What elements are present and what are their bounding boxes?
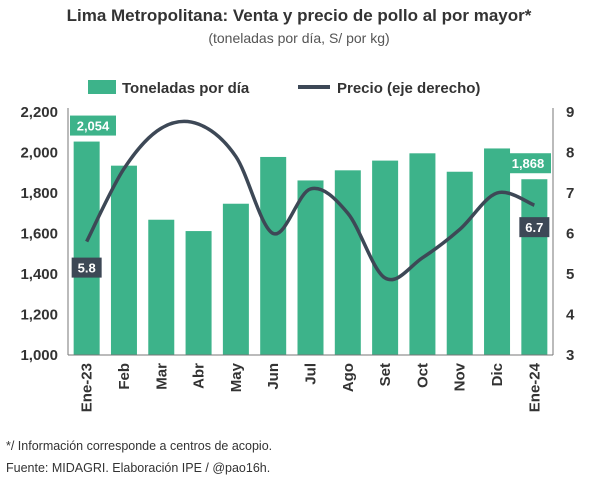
y-right-tick-label: 4 bbox=[566, 307, 575, 324]
bar bbox=[260, 156, 287, 355]
x-tick-label: Abr bbox=[191, 363, 208, 389]
bar bbox=[484, 148, 511, 355]
x-tick-label: Set bbox=[377, 363, 394, 386]
y-right-tick-label: 6 bbox=[566, 226, 574, 243]
footnote: */ Información corresponde a centros de … bbox=[6, 439, 273, 453]
bar bbox=[73, 141, 100, 355]
y-right-tick-label: 3 bbox=[566, 347, 574, 364]
data-label: 5.8 bbox=[78, 261, 96, 276]
data-label-bg bbox=[519, 217, 550, 238]
x-tick-label: Jun bbox=[265, 363, 282, 390]
y-left-tick-label: 2,000 bbox=[20, 145, 58, 162]
x-tick-label: Oct bbox=[414, 363, 431, 388]
data-label: 2,054 bbox=[77, 119, 110, 134]
y-left-tick-label: 1,800 bbox=[20, 185, 58, 202]
bar bbox=[148, 219, 175, 355]
bar bbox=[446, 171, 473, 355]
bar bbox=[409, 153, 436, 355]
y-right-tick-label: 8 bbox=[566, 145, 574, 162]
legend-swatch-bars bbox=[88, 80, 116, 94]
data-label-bg bbox=[70, 115, 116, 136]
x-tick-label: Ene-24 bbox=[526, 362, 543, 412]
y-left-tick-label: 1,400 bbox=[20, 266, 58, 283]
price-line bbox=[85, 119, 536, 282]
x-tick-label: Ago bbox=[340, 363, 357, 392]
y-right-tick-label: 5 bbox=[566, 266, 574, 283]
legend-label-bars: Toneladas por día bbox=[122, 80, 250, 97]
x-tick-label: Dic bbox=[489, 363, 506, 386]
data-label-bg bbox=[71, 257, 102, 278]
y-left-tick-label: 1,200 bbox=[20, 307, 58, 324]
y-left-tick-label: 1,000 bbox=[20, 347, 58, 364]
x-tick-label: Ene-23 bbox=[79, 363, 96, 412]
data-label-bg bbox=[505, 153, 551, 174]
y-right-tick-label: 7 bbox=[566, 185, 574, 202]
chart-title: Lima Metropolitana: Venta y precio de po… bbox=[66, 6, 532, 25]
x-tick-label: Mar bbox=[153, 363, 170, 390]
chart-subtitle: (toneladas por día, S/ por kg) bbox=[208, 30, 390, 46]
y-left-tick-label: 1,600 bbox=[20, 226, 58, 243]
bar bbox=[185, 231, 212, 355]
data-label: 6.7 bbox=[525, 220, 543, 235]
x-tick-label: May bbox=[228, 362, 245, 392]
y-left-tick-label: 2,200 bbox=[20, 104, 58, 121]
x-tick-label: Jul bbox=[303, 363, 320, 385]
data-label: 1,868 bbox=[512, 156, 545, 171]
bar bbox=[110, 165, 137, 355]
legend-label-line: Precio (eje derecho) bbox=[337, 80, 480, 97]
bar bbox=[372, 160, 399, 355]
x-tick-label: Nov bbox=[452, 362, 469, 391]
y-right-tick-label: 9 bbox=[566, 104, 574, 121]
bar bbox=[521, 179, 548, 355]
source-note: Fuente: MIDAGRI. Elaboración IPE / @pao1… bbox=[6, 461, 271, 475]
x-tick-label: Feb bbox=[116, 363, 133, 390]
bar bbox=[297, 180, 324, 355]
bar bbox=[222, 203, 249, 355]
bar bbox=[334, 170, 361, 355]
